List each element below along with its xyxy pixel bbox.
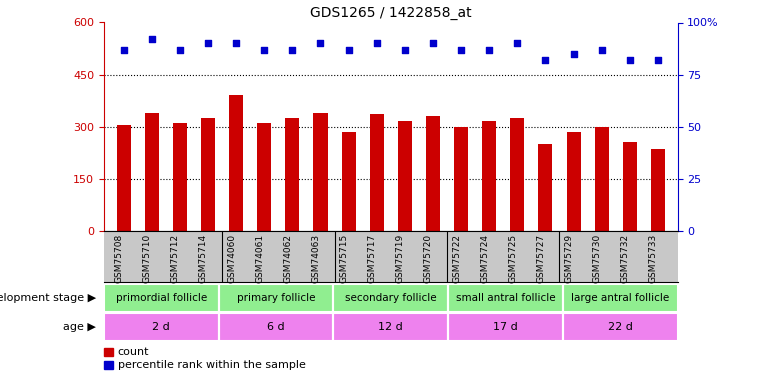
- Text: 6 d: 6 d: [267, 322, 285, 332]
- Bar: [448, 284, 563, 312]
- Point: [651, 57, 664, 63]
- Text: GSM74061: GSM74061: [255, 234, 264, 283]
- Text: large antral follicle: large antral follicle: [571, 293, 669, 303]
- Bar: [426, 116, 440, 231]
- Bar: [398, 122, 412, 231]
- Bar: [219, 313, 333, 341]
- Bar: [538, 144, 552, 231]
- Point: [118, 46, 130, 53]
- Bar: [333, 284, 448, 312]
- Text: age ▶: age ▶: [63, 322, 96, 332]
- Text: GSM75708: GSM75708: [115, 234, 124, 283]
- Bar: [219, 284, 333, 312]
- Point: [399, 46, 411, 53]
- Bar: [563, 313, 678, 341]
- Point: [595, 46, 608, 53]
- Bar: [651, 149, 665, 231]
- Text: GSM75712: GSM75712: [171, 234, 180, 283]
- Text: GSM75714: GSM75714: [199, 234, 208, 283]
- Point: [258, 46, 270, 53]
- Bar: [257, 123, 271, 231]
- Text: GSM75720: GSM75720: [424, 234, 433, 283]
- Bar: [623, 142, 637, 231]
- Text: GSM75724: GSM75724: [480, 234, 489, 283]
- Bar: [454, 127, 468, 231]
- Text: primordial follicle: primordial follicle: [116, 293, 207, 303]
- Bar: [104, 361, 112, 369]
- Bar: [370, 114, 383, 231]
- Text: percentile rank within the sample: percentile rank within the sample: [118, 360, 306, 370]
- Bar: [229, 95, 243, 231]
- Text: GSM75717: GSM75717: [368, 234, 377, 283]
- Text: 17 d: 17 d: [493, 322, 518, 332]
- Text: GSM74062: GSM74062: [283, 234, 293, 283]
- Text: GSM75719: GSM75719: [396, 234, 405, 283]
- Bar: [511, 118, 524, 231]
- Text: primary follicle: primary follicle: [237, 293, 315, 303]
- Text: GSM75732: GSM75732: [621, 234, 630, 283]
- Text: 2 d: 2 d: [152, 322, 170, 332]
- Bar: [342, 132, 356, 231]
- Text: 12 d: 12 d: [378, 322, 403, 332]
- Point: [455, 46, 467, 53]
- Text: 22 d: 22 d: [608, 322, 633, 332]
- Text: secondary follicle: secondary follicle: [345, 293, 437, 303]
- Text: GSM75710: GSM75710: [142, 234, 152, 283]
- Title: GDS1265 / 1422858_at: GDS1265 / 1422858_at: [310, 6, 471, 20]
- Point: [230, 40, 243, 46]
- Bar: [104, 313, 219, 341]
- Point: [483, 46, 495, 53]
- Bar: [563, 284, 678, 312]
- Point: [539, 57, 551, 63]
- Point: [202, 40, 214, 46]
- Text: count: count: [118, 347, 149, 357]
- Text: GSM75715: GSM75715: [340, 234, 349, 283]
- Bar: [313, 112, 327, 231]
- Bar: [286, 118, 300, 231]
- Point: [286, 46, 299, 53]
- Text: GSM74063: GSM74063: [312, 234, 320, 283]
- Bar: [104, 348, 112, 356]
- Text: GSM75730: GSM75730: [593, 234, 601, 283]
- Point: [314, 40, 326, 46]
- Bar: [482, 122, 496, 231]
- Text: GSM75733: GSM75733: [649, 234, 658, 283]
- Text: GSM75727: GSM75727: [537, 234, 545, 283]
- Point: [567, 51, 580, 57]
- Bar: [333, 313, 448, 341]
- Bar: [172, 123, 187, 231]
- Point: [343, 46, 355, 53]
- Bar: [145, 112, 159, 231]
- Bar: [201, 118, 215, 231]
- Point: [511, 40, 524, 46]
- Point: [427, 40, 439, 46]
- Bar: [567, 132, 581, 231]
- Text: GSM74060: GSM74060: [227, 234, 236, 283]
- Point: [370, 40, 383, 46]
- Bar: [104, 284, 219, 312]
- Text: GSM75725: GSM75725: [508, 234, 517, 283]
- Bar: [116, 125, 131, 231]
- Text: small antral follicle: small antral follicle: [456, 293, 555, 303]
- Bar: [448, 313, 563, 341]
- Point: [146, 36, 158, 42]
- Text: GSM75729: GSM75729: [564, 234, 574, 283]
- Text: development stage ▶: development stage ▶: [0, 293, 96, 303]
- Point: [624, 57, 636, 63]
- Point: [174, 46, 186, 53]
- Text: GSM75722: GSM75722: [452, 234, 461, 283]
- Bar: [594, 127, 609, 231]
